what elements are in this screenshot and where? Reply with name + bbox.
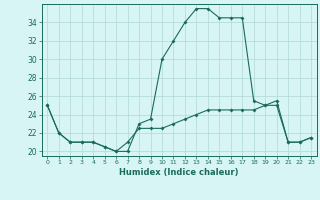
X-axis label: Humidex (Indice chaleur): Humidex (Indice chaleur) bbox=[119, 168, 239, 177]
